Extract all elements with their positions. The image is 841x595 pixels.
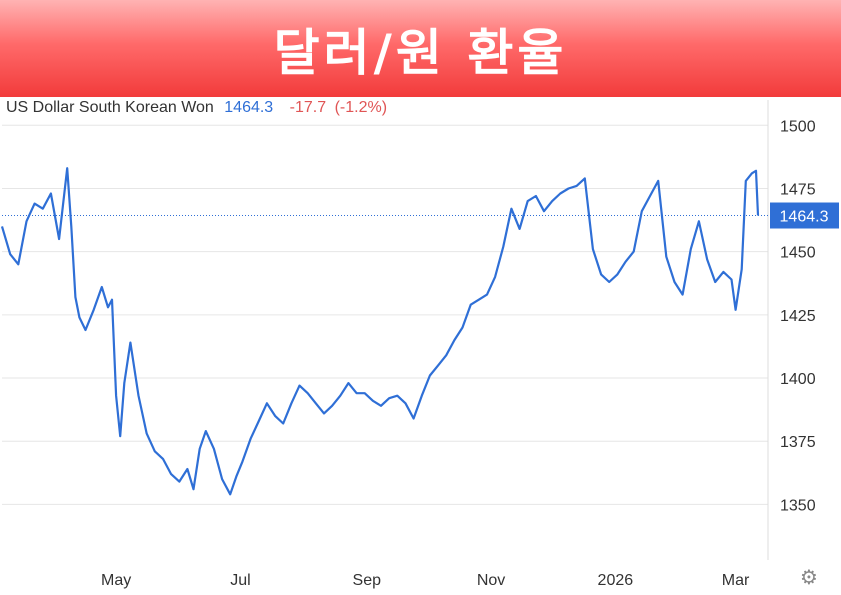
x-tick-label: Jul <box>230 572 250 589</box>
y-tick-label: 1450 <box>780 245 816 262</box>
instrument-header: US Dollar South Korean Won 1464.3 -17.7 … <box>6 99 387 121</box>
y-tick-label: 1350 <box>780 497 816 514</box>
series-layer: 1464.3 <box>0 167 839 496</box>
y-tick-label: 1400 <box>780 371 816 388</box>
x-tick-label: May <box>101 572 131 589</box>
x-tick-label: Sep <box>353 572 382 589</box>
last-value-badge <box>770 202 839 229</box>
tick-labels: 1500 1475 1450 1425 1400 1375 1350 May Jul Sep Nov… <box>101 118 816 589</box>
change-percent: (-1.2%) <box>334 99 388 116</box>
y-tick-label: 1425 <box>780 308 816 325</box>
current-value: 1464.3 <box>224 99 274 116</box>
y-tick-label: 1375 <box>780 434 816 451</box>
last-value-label: 1464.3 <box>780 209 829 226</box>
x-tick-label: Mar <box>722 572 750 589</box>
y-tick-label: 1475 <box>780 181 816 198</box>
series-line <box>0 167 760 496</box>
gear-icon[interactable]: ⚙ <box>800 565 818 589</box>
y-tick-label: 1500 <box>780 118 816 135</box>
change-value: -17.7 <box>289 99 327 116</box>
x-tick-label: Nov <box>477 572 505 589</box>
x-tick-label: 2026 <box>598 572 634 589</box>
banner-title: 달러/원 환율 <box>273 23 568 82</box>
gridlines <box>2 124 768 505</box>
instrument-name: US Dollar South Korean Won <box>6 99 214 116</box>
title-banner: 달러/원 환율 <box>0 0 841 97</box>
